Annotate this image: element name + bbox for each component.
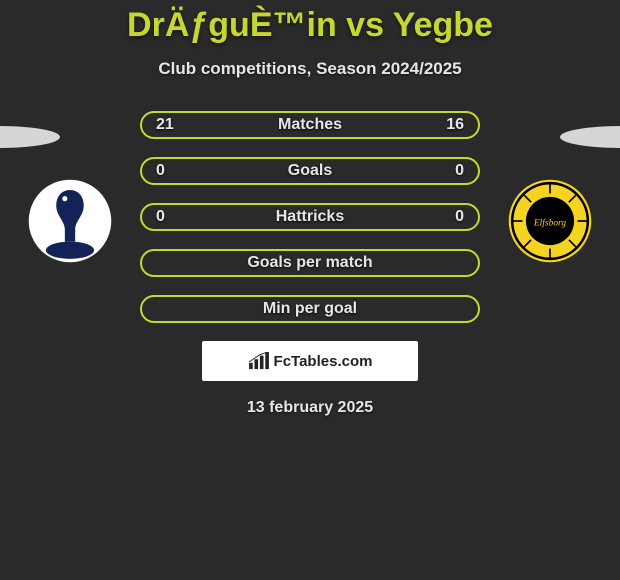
stat-row-hattricks: 0 Hattricks 0 — [140, 203, 480, 231]
svg-text:Elfsborg: Elfsborg — [533, 217, 566, 228]
bar-chart-icon — [248, 352, 270, 370]
stat-label: Hattricks — [276, 208, 344, 226]
stat-right-value: 0 — [455, 208, 464, 226]
team2-badge: Elfsborg — [500, 178, 600, 264]
stat-label: Goals — [288, 162, 332, 180]
stat-left-value: 0 — [156, 162, 165, 180]
stat-label: Min per goal — [263, 300, 357, 318]
stats-container: 21 Matches 16 0 Goals 0 0 Hattricks 0 Goals per m… — [140, 111, 480, 323]
stat-right-value: 16 — [446, 116, 464, 134]
stat-left-value: 0 — [156, 208, 165, 226]
stat-label: Goals per match — [247, 254, 372, 272]
stat-left-value: 21 — [156, 116, 174, 134]
team1-badge — [20, 178, 120, 264]
page-subtitle: Club competitions, Season 2024/2025 — [0, 59, 620, 79]
stat-row-matches: 21 Matches 16 — [140, 111, 480, 139]
watermark-badge: FcTables.com — [202, 341, 418, 381]
stat-right-value: 0 — [455, 162, 464, 180]
stat-row-min-per-goal: Min per goal — [140, 295, 480, 323]
page-title: DrÄƒguÈ™in vs Yegbe — [0, 6, 620, 45]
stat-label: Matches — [278, 116, 342, 134]
stat-row-goals-per-match: Goals per match — [140, 249, 480, 277]
comparison-date: 13 february 2025 — [0, 399, 620, 417]
stat-row-goals: 0 Goals 0 — [140, 157, 480, 185]
watermark-text: FcTables.com — [274, 353, 373, 370]
